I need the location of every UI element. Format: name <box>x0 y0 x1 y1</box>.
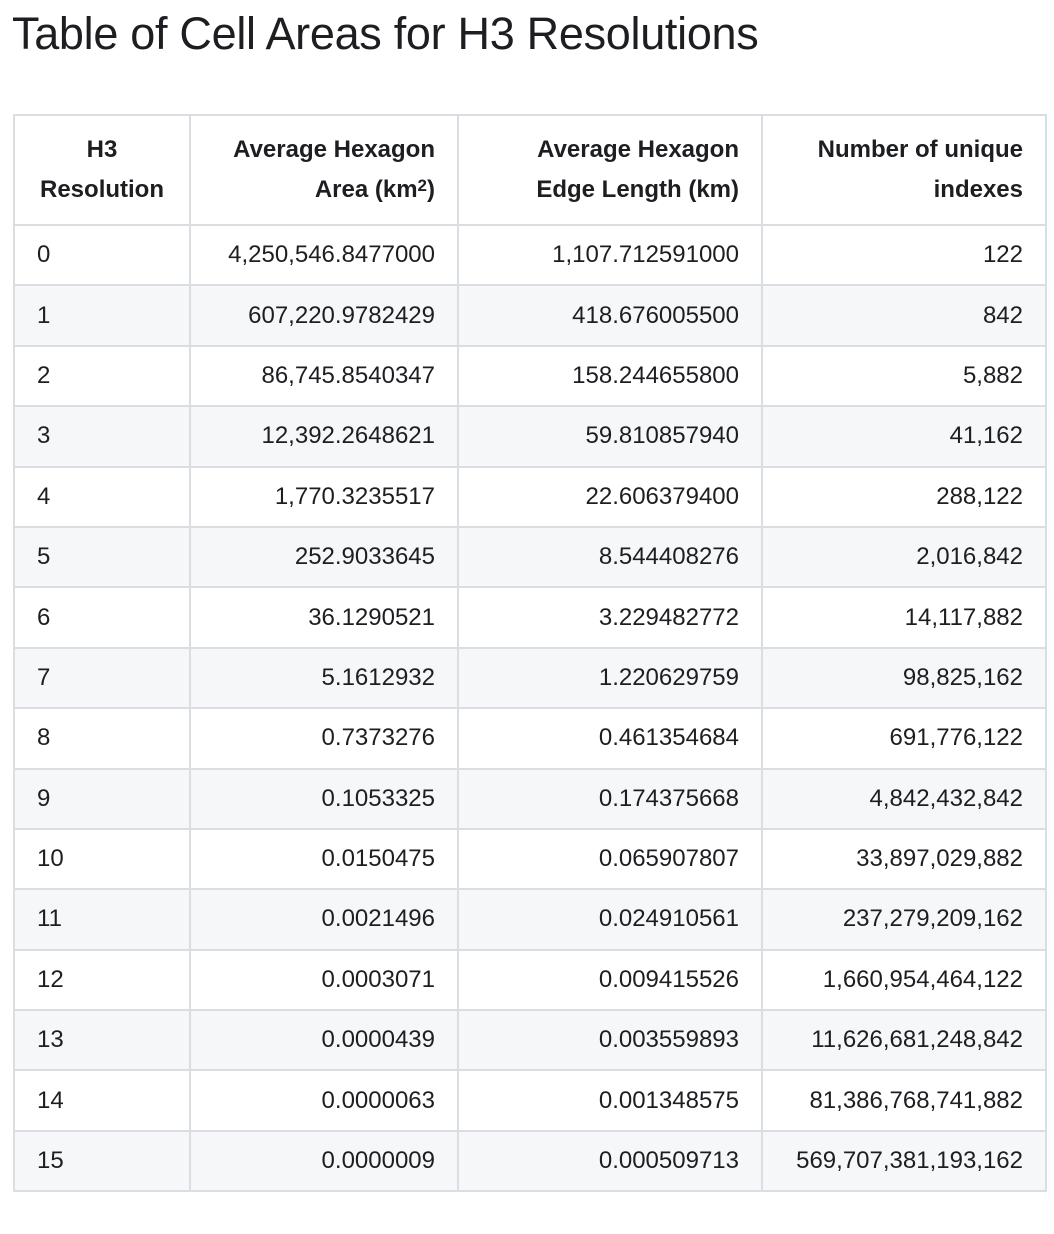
cell-resolution: 3 <box>13 405 191 468</box>
cell-resolution: 2 <box>13 344 191 408</box>
table-row: 3 12,392.2648621 59.810857940 41,162 <box>13 405 1047 468</box>
header-area: Average Hexagon Area (km2) <box>189 114 459 226</box>
cell-edge-length: 0.461354684 <box>457 707 763 770</box>
table-body: 0 4,250,546.8477000 1,107.712591000 122 1 607… <box>13 223 1047 1193</box>
cell-index-count: 842 <box>761 284 1047 347</box>
cell-index-count: 11,626,681,248,842 <box>761 1009 1047 1072</box>
header-area-line2: Area (km2) <box>314 176 435 203</box>
cell-edge-length: 8.544408276 <box>457 525 763 589</box>
table-row: 1 607,220.9782429 418.676005500 842 <box>13 284 1047 347</box>
cell-resolution: 10 <box>13 827 191 891</box>
header-area-superscript: 2 <box>417 176 427 195</box>
header-count-line2: indexes <box>933 176 1023 203</box>
header-edge-line1: Average Hexagon <box>537 136 739 163</box>
cell-resolution: 5 <box>13 525 191 589</box>
table-row: 2 86,745.8540347 158.244655800 5,882 <box>13 344 1047 408</box>
cell-resolution: 0 <box>13 223 191 287</box>
header-edge-line2: Edge Length (km) <box>536 176 739 203</box>
cell-edge-length: 158.244655800 <box>457 344 763 408</box>
cell-area: 607,220.9782429 <box>189 284 459 347</box>
cell-area: 1,770.3235517 <box>189 465 459 528</box>
cell-index-count: 691,776,122 <box>761 707 1047 770</box>
cell-resolution: 1 <box>13 284 191 347</box>
cell-edge-length: 0.174375668 <box>457 767 763 830</box>
header-count-line1: Number of unique <box>817 136 1023 163</box>
cell-index-count: 5,882 <box>761 344 1047 408</box>
cell-edge-length: 0.024910561 <box>457 888 763 951</box>
cell-edge-length: 418.676005500 <box>457 284 763 347</box>
cell-resolution: 12 <box>13 948 191 1012</box>
cell-area: 0.0021496 <box>189 888 459 951</box>
cell-area: 36.1290521 <box>189 586 459 649</box>
table-row: 13 0.0000439 0.003559893 11,626,681,248,842 <box>13 1009 1047 1072</box>
cell-edge-length: 59.810857940 <box>457 405 763 468</box>
cell-area: 12,392.2648621 <box>189 405 459 468</box>
cell-area: 0.0000063 <box>189 1069 459 1132</box>
cell-edge-length: 0.065907807 <box>457 827 763 891</box>
cell-index-count: 81,386,768,741,882 <box>761 1069 1047 1132</box>
cell-area: 0.0000009 <box>189 1129 459 1193</box>
cell-resolution: 13 <box>13 1009 191 1072</box>
cell-area: 252.9033645 <box>189 525 459 589</box>
table-row: 6 36.1290521 3.229482772 14,117,882 <box>13 586 1047 649</box>
table-row: 11 0.0021496 0.024910561 237,279,209,162 <box>13 888 1047 951</box>
cell-area: 0.0003071 <box>189 948 459 1012</box>
cell-index-count: 98,825,162 <box>761 646 1047 710</box>
cell-index-count: 33,897,029,882 <box>761 827 1047 891</box>
cell-resolution: 15 <box>13 1129 191 1193</box>
cell-resolution: 14 <box>13 1069 191 1132</box>
table-row: 15 0.0000009 0.000509713 569,707,381,193,16… <box>13 1129 1047 1193</box>
cell-index-count: 2,016,842 <box>761 525 1047 589</box>
cell-edge-length: 0.003559893 <box>457 1009 763 1072</box>
cell-index-count: 122 <box>761 223 1047 287</box>
cell-resolution: 9 <box>13 767 191 830</box>
cell-edge-length: 3.229482772 <box>457 586 763 649</box>
cell-index-count: 569,707,381,193,162 <box>761 1129 1047 1193</box>
table-row: 5 252.9033645 8.544408276 2,016,842 <box>13 525 1047 589</box>
header-resolution: H3 Resolution <box>13 114 191 226</box>
cell-index-count: 14,117,882 <box>761 586 1047 649</box>
cell-index-count: 4,842,432,842 <box>761 767 1047 830</box>
cell-index-count: 41,162 <box>761 405 1047 468</box>
cell-edge-length: 0.001348575 <box>457 1069 763 1132</box>
header-resolution-line1: H3 <box>86 136 118 163</box>
header-edge: Average Hexagon Edge Length (km) <box>457 114 763 226</box>
cell-edge-length: 22.606379400 <box>457 465 763 528</box>
cell-resolution: 11 <box>13 888 191 951</box>
cell-index-count: 288,122 <box>761 465 1047 528</box>
cell-edge-length: 0.009415526 <box>457 948 763 1012</box>
table-row: 4 1,770.3235517 22.606379400 288,122 <box>13 465 1047 528</box>
table-row: 12 0.0003071 0.009415526 1,660,954,464,122 <box>13 948 1047 1012</box>
cell-area: 0.0150475 <box>189 827 459 891</box>
table-row: 14 0.0000063 0.001348575 81,386,768,741,882 <box>13 1069 1047 1132</box>
cell-area: 4,250,546.8477000 <box>189 223 459 287</box>
cell-resolution: 6 <box>13 586 191 649</box>
table-row: 9 0.1053325 0.174375668 4,842,432,842 <box>13 767 1047 830</box>
cell-area: 5.1612932 <box>189 646 459 710</box>
cell-resolution: 7 <box>13 646 191 710</box>
cell-index-count: 1,660,954,464,122 <box>761 948 1047 1012</box>
table-header-row: H3 Resolution Average Hexagon Area (km2)… <box>13 114 1047 226</box>
cell-area: 0.0000439 <box>189 1009 459 1072</box>
header-resolution-line2: Resolution <box>40 176 164 203</box>
page-title: Table of Cell Areas for H3 Resolutions <box>12 8 759 59</box>
table-row: 7 5.1612932 1.220629759 98,825,162 <box>13 646 1047 710</box>
cell-edge-length: 1.220629759 <box>457 646 763 710</box>
cell-areas-table: H3 Resolution Average Hexagon Area (km2)… <box>13 114 1047 1193</box>
cell-resolution: 8 <box>13 707 191 770</box>
header-count: Number of unique indexes <box>761 114 1047 226</box>
cell-resolution: 4 <box>13 465 191 528</box>
table-row: 10 0.0150475 0.065907807 33,897,029,882 <box>13 827 1047 891</box>
cell-area: 86,745.8540347 <box>189 344 459 408</box>
cell-edge-length: 1,107.712591000 <box>457 223 763 287</box>
cell-index-count: 237,279,209,162 <box>761 888 1047 951</box>
table-row: 8 0.7373276 0.461354684 691,776,122 <box>13 707 1047 770</box>
header-area-line1: Average Hexagon <box>233 136 435 163</box>
cell-edge-length: 0.000509713 <box>457 1129 763 1193</box>
cell-area: 0.1053325 <box>189 767 459 830</box>
table-row: 0 4,250,546.8477000 1,107.712591000 122 <box>13 223 1047 287</box>
cell-area: 0.7373276 <box>189 707 459 770</box>
